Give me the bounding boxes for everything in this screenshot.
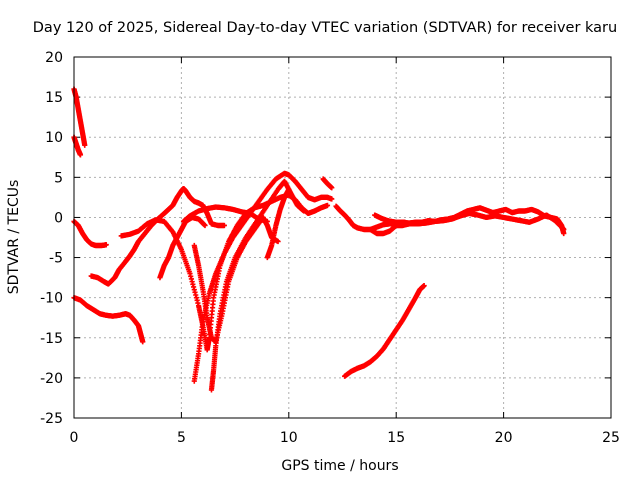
- data-point: [402, 219, 408, 225]
- plot-frame: [73, 56, 612, 419]
- x-axis-label: GPS time / hours: [281, 458, 398, 474]
- data-markers: [71, 86, 567, 393]
- series-arc-01: [71, 86, 88, 148]
- x-tick-label: 20: [495, 430, 513, 446]
- data-point: [301, 208, 307, 214]
- y-tick-label: 5: [54, 170, 63, 186]
- y-tick-label: -20: [40, 371, 63, 387]
- data-point: [82, 142, 88, 148]
- data-point: [329, 185, 335, 191]
- y-axis-label: SDTVAR / TECUs: [6, 180, 22, 295]
- series-arc-06: [118, 192, 331, 353]
- y-tick-label: 0: [54, 210, 63, 226]
- data-point: [221, 222, 227, 229]
- series-arc-05: [88, 185, 227, 287]
- y-tick-label: 15: [45, 90, 63, 106]
- data-point: [140, 339, 146, 345]
- data-point: [286, 186, 292, 192]
- data-point: [77, 152, 84, 158]
- series-arc-13: [320, 176, 335, 191]
- data-point: [202, 222, 208, 229]
- series-arc-11: [208, 178, 307, 393]
- y-tick-label: 20: [45, 50, 63, 66]
- data-point: [561, 226, 567, 233]
- series-arc-16: [372, 212, 408, 225]
- x-tick-label: 25: [602, 430, 620, 446]
- series-arc-10: [191, 170, 335, 384]
- y-tick-label: -5: [49, 251, 63, 267]
- data-point: [421, 283, 427, 289]
- series-arc-08: [180, 204, 270, 225]
- x-tick-label: 5: [177, 430, 186, 446]
- data-point: [103, 242, 109, 248]
- x-tick-label: 0: [70, 430, 79, 446]
- chart-title: Day 120 of 2025, Sidereal Day-to-day VTE…: [33, 20, 617, 36]
- y-tick-label: 10: [45, 130, 63, 146]
- grid-lines: [74, 57, 611, 418]
- data-point: [324, 202, 331, 209]
- y-tick-label: -25: [40, 411, 63, 427]
- y-tick-label: -10: [40, 291, 63, 307]
- x-tick-label: 15: [387, 430, 405, 446]
- data-point: [275, 238, 281, 245]
- axis-ticks: 0 5 10 15 20 25 -25 -20 -15 -10 -5 0 5 10 15 20: [40, 50, 620, 446]
- data-point: [329, 196, 335, 202]
- x-tick-label: 10: [280, 430, 298, 446]
- series-arc-03: [71, 218, 109, 249]
- series-arc-04: [71, 295, 146, 345]
- series-arc-17: [342, 283, 427, 379]
- series-arc-12: [264, 186, 292, 261]
- y-tick-label: -15: [40, 331, 63, 347]
